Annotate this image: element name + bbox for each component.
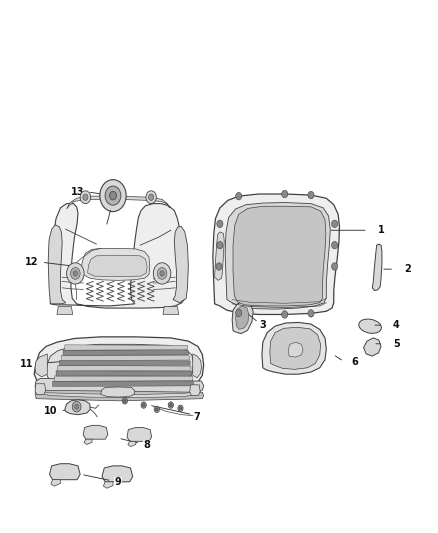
Circle shape [72, 401, 81, 412]
Polygon shape [53, 381, 194, 386]
Circle shape [146, 191, 156, 204]
Circle shape [153, 263, 171, 284]
Polygon shape [193, 354, 201, 378]
Text: 1: 1 [378, 225, 385, 235]
Polygon shape [101, 387, 135, 397]
Polygon shape [35, 378, 204, 394]
Polygon shape [51, 480, 60, 486]
Polygon shape [60, 360, 190, 366]
Circle shape [332, 241, 338, 249]
Circle shape [178, 405, 183, 411]
Polygon shape [83, 425, 108, 439]
Circle shape [71, 268, 80, 279]
Circle shape [105, 186, 121, 205]
Polygon shape [103, 482, 113, 488]
Polygon shape [372, 244, 382, 290]
Text: 2: 2 [404, 264, 411, 274]
Circle shape [80, 191, 91, 204]
Circle shape [122, 398, 127, 404]
Circle shape [217, 241, 223, 249]
Polygon shape [81, 248, 150, 280]
Circle shape [160, 271, 164, 276]
Polygon shape [42, 391, 197, 398]
Circle shape [236, 192, 242, 200]
Ellipse shape [359, 319, 381, 333]
Circle shape [110, 191, 117, 200]
Text: 12: 12 [25, 257, 38, 267]
Polygon shape [215, 232, 224, 280]
Polygon shape [84, 439, 92, 445]
Polygon shape [63, 350, 188, 356]
Circle shape [170, 403, 172, 407]
Circle shape [216, 263, 222, 270]
Circle shape [83, 194, 88, 200]
Circle shape [179, 407, 182, 410]
Circle shape [148, 194, 154, 200]
Polygon shape [35, 354, 47, 377]
Polygon shape [61, 355, 189, 360]
Text: 9: 9 [115, 478, 122, 487]
Polygon shape [54, 376, 193, 381]
Text: 11: 11 [21, 359, 34, 368]
Polygon shape [65, 400, 90, 415]
Circle shape [67, 263, 84, 284]
Polygon shape [270, 327, 321, 369]
Circle shape [282, 311, 288, 318]
Text: 4: 4 [393, 320, 400, 330]
Polygon shape [65, 345, 187, 350]
Text: 5: 5 [393, 339, 400, 349]
Text: 13: 13 [71, 187, 85, 197]
Circle shape [155, 408, 158, 411]
Polygon shape [56, 371, 192, 376]
Circle shape [124, 399, 126, 402]
Circle shape [308, 310, 314, 317]
Polygon shape [163, 306, 179, 314]
Circle shape [332, 220, 338, 228]
Polygon shape [58, 366, 191, 371]
Polygon shape [236, 306, 249, 329]
Polygon shape [48, 225, 66, 304]
Polygon shape [262, 322, 326, 374]
Polygon shape [34, 337, 204, 394]
Polygon shape [35, 384, 46, 394]
Polygon shape [46, 344, 194, 387]
Circle shape [332, 263, 338, 270]
Text: 8: 8 [143, 440, 150, 450]
Polygon shape [57, 306, 73, 314]
Circle shape [157, 268, 167, 279]
Polygon shape [67, 196, 170, 209]
Polygon shape [225, 203, 330, 309]
Text: 3: 3 [259, 320, 266, 330]
Circle shape [73, 271, 78, 276]
Polygon shape [190, 385, 200, 395]
Circle shape [282, 190, 288, 198]
Polygon shape [233, 206, 326, 306]
Polygon shape [232, 301, 253, 334]
Polygon shape [49, 464, 80, 480]
Text: 6: 6 [351, 358, 358, 367]
Polygon shape [88, 255, 147, 277]
Text: 7: 7 [194, 412, 201, 422]
Polygon shape [102, 466, 133, 482]
Polygon shape [50, 204, 186, 308]
Circle shape [308, 191, 314, 199]
Circle shape [168, 402, 173, 408]
Polygon shape [100, 188, 126, 204]
Circle shape [74, 404, 79, 409]
Polygon shape [173, 227, 188, 303]
Polygon shape [364, 338, 381, 356]
Circle shape [217, 220, 223, 228]
Polygon shape [213, 194, 339, 314]
Circle shape [142, 403, 145, 407]
Text: 10: 10 [44, 407, 57, 416]
Polygon shape [128, 441, 136, 447]
Polygon shape [35, 390, 204, 401]
Circle shape [236, 309, 242, 317]
Circle shape [141, 402, 146, 408]
Polygon shape [127, 427, 152, 441]
Circle shape [100, 180, 126, 212]
Polygon shape [288, 342, 303, 357]
Circle shape [154, 406, 159, 413]
